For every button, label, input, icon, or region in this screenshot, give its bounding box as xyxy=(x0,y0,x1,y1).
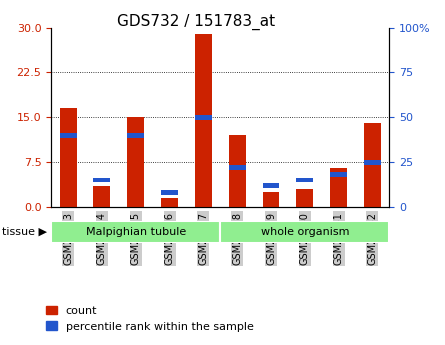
Text: whole organism: whole organism xyxy=(261,227,349,237)
Bar xyxy=(93,178,110,183)
FancyBboxPatch shape xyxy=(51,221,220,243)
Bar xyxy=(263,192,279,207)
Bar xyxy=(161,198,178,207)
Bar xyxy=(296,178,313,183)
Text: Malpighian tubule: Malpighian tubule xyxy=(85,227,186,237)
Text: GDS732 / 151783_at: GDS732 / 151783_at xyxy=(117,14,275,30)
FancyBboxPatch shape xyxy=(220,221,389,243)
Bar xyxy=(93,186,110,207)
Bar xyxy=(364,160,381,165)
Bar xyxy=(60,108,77,207)
Bar xyxy=(263,183,279,188)
Bar xyxy=(195,115,212,120)
Bar xyxy=(127,117,144,207)
Text: tissue ▶: tissue ▶ xyxy=(2,227,47,237)
Bar xyxy=(330,168,347,207)
Bar xyxy=(330,172,347,177)
Bar xyxy=(364,123,381,207)
Bar xyxy=(195,33,212,207)
Bar xyxy=(296,189,313,207)
Bar xyxy=(60,133,77,138)
Legend: count, percentile rank within the sample: count, percentile rank within the sample xyxy=(41,301,258,336)
Bar xyxy=(229,135,246,207)
Bar xyxy=(229,165,246,170)
Bar xyxy=(127,133,144,138)
Bar xyxy=(161,190,178,195)
